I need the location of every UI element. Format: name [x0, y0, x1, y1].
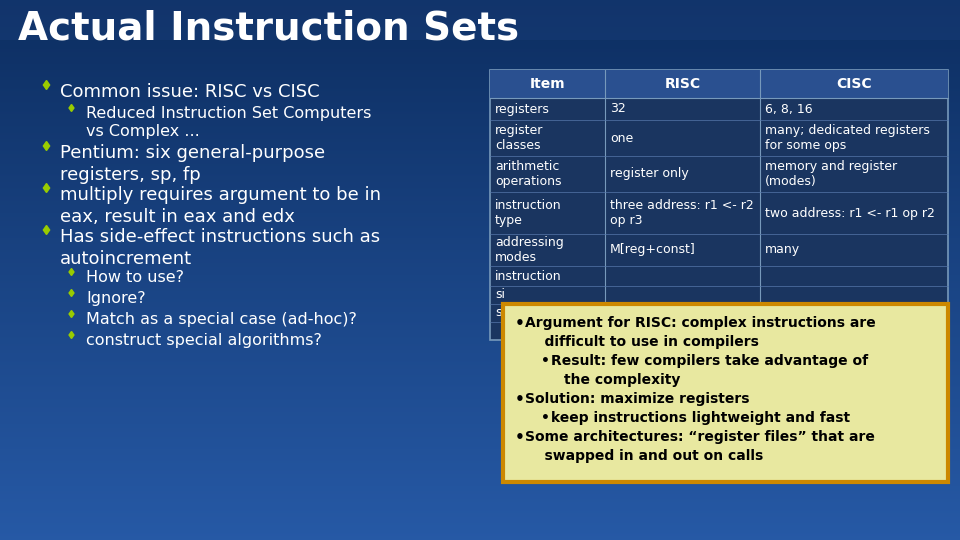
Text: Item: Item	[530, 77, 565, 91]
Text: si: si	[495, 288, 505, 301]
Text: Solution: maximize registers: Solution: maximize registers	[525, 392, 750, 406]
Text: Some architectures: “register files” that are: Some architectures: “register files” tha…	[525, 430, 875, 444]
Text: Reduced Instruction Set Computers
vs Complex ...: Reduced Instruction Set Computers vs Com…	[86, 106, 372, 139]
FancyBboxPatch shape	[490, 70, 948, 98]
Text: multiply requires argument to be in
eax, result in eax and edx: multiply requires argument to be in eax,…	[60, 186, 381, 226]
Text: difficult to use in compilers: difficult to use in compilers	[525, 335, 758, 349]
Text: Has side-effect instructions such as
autoincrement: Has side-effect instructions such as aut…	[60, 228, 380, 267]
Text: si: si	[495, 307, 505, 320]
Text: Pentium: six general-purpose
registers, sp, fp: Pentium: six general-purpose registers, …	[60, 144, 325, 184]
Polygon shape	[43, 141, 50, 151]
Text: addressing
modes: addressing modes	[495, 236, 564, 264]
Polygon shape	[43, 184, 50, 192]
Text: instruction: instruction	[495, 269, 562, 282]
Text: 6, 8, 16: 6, 8, 16	[765, 103, 812, 116]
Text: Result: few compilers take advantage of: Result: few compilers take advantage of	[551, 354, 868, 368]
Text: 32: 32	[610, 103, 626, 116]
Text: Common issue: RISC vs CISC: Common issue: RISC vs CISC	[60, 83, 320, 101]
Text: RISC: RISC	[664, 77, 701, 91]
Text: swapped in and out on calls: swapped in and out on calls	[525, 449, 763, 463]
Text: register
classes: register classes	[495, 124, 543, 152]
Text: instruction
type: instruction type	[495, 199, 562, 227]
Text: the complexity: the complexity	[525, 373, 681, 387]
Text: many: many	[765, 244, 800, 256]
Text: registers: registers	[495, 103, 550, 116]
Text: How to use?: How to use?	[86, 270, 184, 285]
Text: M[reg+const]: M[reg+const]	[610, 244, 696, 256]
Text: •: •	[541, 354, 550, 368]
Text: two address: r1 <- r1 op r2: two address: r1 <- r1 op r2	[765, 206, 935, 219]
Text: keep instructions lightweight and fast: keep instructions lightweight and fast	[551, 411, 851, 425]
Text: •: •	[541, 411, 550, 425]
Text: register only: register only	[610, 167, 688, 180]
Polygon shape	[69, 289, 74, 296]
FancyBboxPatch shape	[503, 304, 948, 482]
Polygon shape	[69, 268, 74, 275]
Polygon shape	[43, 80, 50, 90]
Text: Ignore?: Ignore?	[86, 291, 146, 306]
FancyBboxPatch shape	[0, 0, 960, 40]
Text: one: one	[610, 132, 634, 145]
Text: Match as a special case (ad-hoc)?: Match as a special case (ad-hoc)?	[86, 312, 357, 327]
Polygon shape	[69, 310, 74, 318]
Text: •: •	[515, 392, 525, 407]
FancyBboxPatch shape	[490, 70, 948, 340]
Text: three address: r1 <- r2
op r3: three address: r1 <- r2 op r3	[610, 199, 754, 227]
Text: •: •	[515, 316, 525, 331]
Text: construct special algorithms?: construct special algorithms?	[86, 333, 322, 348]
Text: memory and register
(modes): memory and register (modes)	[765, 160, 898, 188]
Text: Actual Instruction Sets: Actual Instruction Sets	[18, 10, 519, 48]
Text: many; dedicated registers
for some ops: many; dedicated registers for some ops	[765, 124, 930, 152]
Polygon shape	[43, 226, 50, 234]
Text: CISC: CISC	[836, 77, 872, 91]
Text: arithmetic
operations: arithmetic operations	[495, 160, 562, 188]
Text: •: •	[515, 430, 525, 445]
Text: Argument for RISC: complex instructions are: Argument for RISC: complex instructions …	[525, 316, 876, 330]
Polygon shape	[69, 105, 74, 111]
Polygon shape	[69, 332, 74, 339]
